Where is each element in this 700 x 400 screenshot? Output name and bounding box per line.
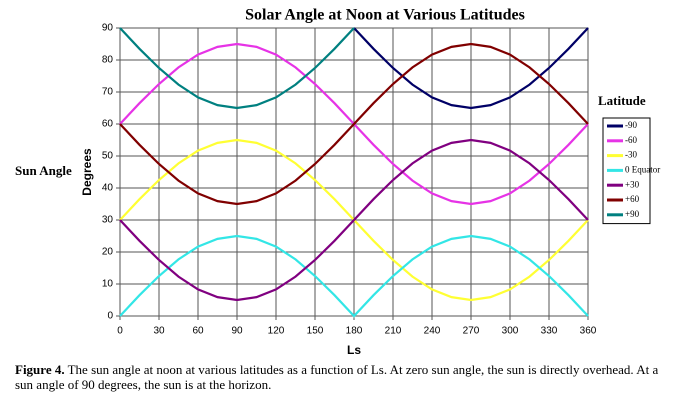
x-tick-label: 180: [346, 326, 363, 337]
x-tick-label: 240: [424, 326, 441, 337]
x-tick-label: 300: [502, 326, 519, 337]
y-tick-label: 70: [102, 87, 114, 98]
series-line: [119, 42, 589, 206]
legend-label: -60: [625, 135, 637, 145]
legend-title: Latitude: [598, 93, 646, 108]
legend-label: -90: [625, 120, 637, 130]
x-tick-label: 210: [385, 326, 402, 337]
legend-label: +60: [625, 194, 640, 204]
x-tick-label: 360: [580, 326, 597, 337]
y-tick-label: 0: [107, 311, 113, 322]
x-tick-label: 330: [541, 326, 558, 337]
legend-label: 0 Equator: [625, 164, 660, 174]
caption-text: The sun angle at noon at various latitud…: [15, 362, 659, 392]
x-tick-label: 30: [153, 326, 165, 337]
side-label: Sun Angle: [15, 163, 72, 178]
y-tick-label: 30: [102, 215, 114, 226]
series-line: [119, 138, 589, 302]
y-tick-label: 90: [102, 23, 114, 34]
x-tick-label: 150: [307, 326, 324, 337]
y-tick-label: 40: [102, 183, 114, 194]
x-tick-label: 60: [192, 326, 204, 337]
y-tick-label: 10: [102, 279, 114, 290]
y-tick-label: 60: [102, 119, 114, 130]
y-axis-label: Degrees: [80, 148, 94, 196]
x-tick-label: 0: [117, 326, 123, 337]
legend-label: -30: [625, 150, 637, 160]
series-line: [353, 27, 589, 110]
x-tick-label: 120: [268, 326, 285, 337]
y-tick-label: 50: [102, 151, 114, 162]
legend-label: +90: [625, 209, 640, 219]
series-line: [119, 27, 355, 110]
y-tick-label: 80: [102, 55, 114, 66]
series-line: [119, 234, 589, 318]
legend-label: +30: [625, 179, 640, 189]
x-axis-label: Ls: [347, 343, 361, 357]
y-tick-label: 20: [102, 247, 114, 258]
chart-title: Solar Angle at Noon at Various Latitudes: [245, 7, 525, 24]
caption-label: Figure 4.: [15, 362, 65, 377]
x-tick-label: 270: [463, 326, 480, 337]
x-tick-label: 90: [231, 326, 243, 337]
caption: Figure 4. The sun angle at noon at vario…: [15, 362, 675, 392]
chart: Solar Angle at Noon at Various Latitudes…: [15, 7, 660, 358]
